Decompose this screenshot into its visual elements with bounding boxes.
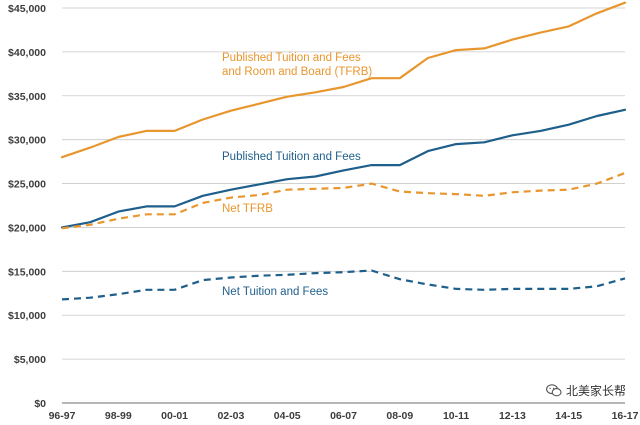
x-axis: 96-97 98-99 00-01 02-03 04-05 06-07 08-09 10-11… — [49, 410, 639, 422]
series-line — [61, 269, 626, 301]
y-tick-label: $25,000 — [8, 179, 46, 191]
y-tick-label: $35,000 — [8, 91, 46, 103]
x-tick-label: 98-99 — [105, 410, 132, 422]
series-line — [60, 1, 627, 159]
y-tick-label: $15,000 — [8, 266, 46, 278]
y-tick-label: $20,000 — [8, 222, 46, 234]
series-label: Published Tuition and Fees — [222, 151, 361, 163]
x-tick-label: 00-01 — [161, 410, 188, 422]
series-label: and Room and Board (TFRB) — [222, 66, 372, 78]
x-tick-label: 04-05 — [274, 410, 301, 422]
series-line — [60, 108, 627, 229]
x-tick-label: 10-11 — [443, 410, 469, 422]
watermark: 北美家长帮 — [546, 382, 626, 399]
y-tick-label: $30,000 — [8, 135, 46, 147]
y-axis: $0 $5,000 $10,000 $15,000 $20,000 $25,000 $30,… — [8, 3, 46, 410]
series-label: Net Tuition and Fees — [222, 286, 328, 298]
x-tick-label: 12-13 — [499, 410, 526, 422]
x-tick-label: 14-15 — [555, 410, 582, 422]
y-tick-label: $0 — [34, 398, 46, 410]
x-tick-label: 96-97 — [49, 410, 76, 422]
series-label: Published Tuition and Fees — [222, 52, 361, 64]
x-tick-label: 02-03 — [217, 410, 244, 422]
wechat-logo-icon — [546, 384, 562, 397]
gridlines — [62, 7, 625, 404]
series-line — [61, 171, 626, 230]
series-lines — [60, 1, 627, 301]
x-tick-label: 08-09 — [386, 410, 413, 422]
y-tick-label: $40,000 — [8, 47, 46, 59]
series-label: Net TFRB — [222, 203, 273, 215]
watermark-text: 北美家长帮 — [565, 384, 626, 398]
x-tick-label: 06-07 — [330, 410, 357, 422]
y-tick-label: $10,000 — [8, 310, 46, 322]
series-annotations: Published Tuition and Fees and Room and B… — [222, 52, 372, 298]
x-tick-label: 16-17 — [612, 410, 639, 422]
y-tick-label: $5,000 — [14, 354, 46, 366]
y-tick-label: $45,000 — [8, 3, 46, 15]
